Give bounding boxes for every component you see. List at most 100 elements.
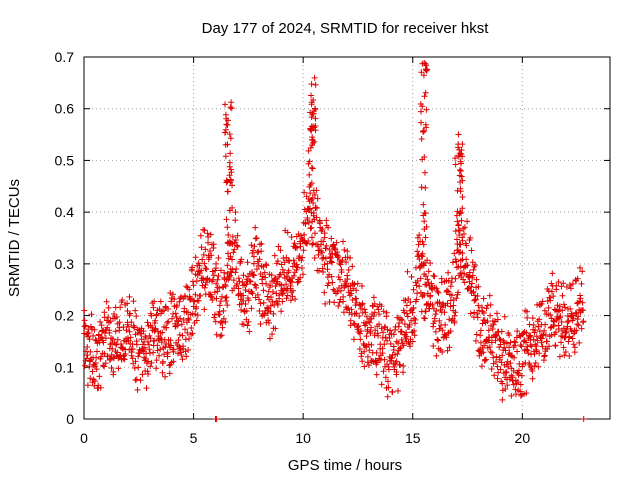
data-point [475,302,482,309]
data-point [475,283,482,290]
data-point [260,263,267,270]
data-point [457,167,464,174]
data-point [353,310,360,317]
data-point [448,292,455,299]
data-point [361,363,368,370]
data-point [272,283,279,290]
data-point [454,208,461,215]
data-point [417,108,424,115]
y-tick-label: 0.7 [55,49,75,65]
data-point [487,322,494,329]
y-tick-label: 0.5 [55,152,75,168]
data-point [246,277,253,284]
data-point [493,353,500,360]
data-point [471,297,478,304]
data-point [126,293,133,300]
data-point [215,255,222,262]
data-point [297,274,304,281]
data-point [539,343,546,350]
data-point [418,136,425,143]
data-point [506,332,513,339]
data-point [493,358,500,365]
data-point [417,275,424,282]
data-point [427,260,434,267]
data-point [439,349,446,356]
data-point [541,353,548,360]
data-point [287,278,294,285]
data-point [494,310,501,317]
data-point [98,322,105,329]
data-point [516,332,523,339]
data-point [354,280,361,287]
data-point [347,317,354,324]
data-point [165,318,172,325]
data-point [424,276,431,283]
data-point [343,280,350,287]
data-point [219,324,226,331]
data-point [452,275,459,282]
data-point [185,316,192,323]
data-point [263,262,270,269]
data-point [144,319,151,326]
data-point [172,323,179,330]
data-point [308,164,315,171]
data-point [178,352,185,359]
data-point [578,325,585,332]
data-point [451,250,458,257]
data-point [563,329,570,336]
data-point [224,262,231,269]
data-point [345,267,352,274]
data-point [229,256,236,263]
data-point [328,273,335,280]
data-point [328,258,335,265]
data-point [292,296,299,303]
data-point [393,338,400,345]
data-point [542,321,549,328]
data-point [299,254,306,261]
data-point [501,313,508,320]
data-point [145,358,152,365]
data-point [500,338,507,345]
data-point [217,333,224,340]
data-point [212,318,219,325]
data-point [523,346,530,353]
data-point [378,381,385,388]
data-point [248,305,255,312]
data-point [539,298,546,305]
data-point [156,352,163,359]
data-point [403,302,410,309]
data-point [86,363,93,370]
data-point [398,329,405,336]
data-point [217,267,224,274]
data-point [493,332,500,339]
data-point [231,246,238,253]
data-point [245,297,252,304]
data-point [532,359,539,366]
data-point [95,331,102,338]
data-point [250,260,257,267]
data-point [222,153,229,160]
x-tick-label: 5 [190,430,198,446]
data-point [545,288,552,295]
data-point [128,352,135,359]
data-point [499,352,506,359]
data-point [502,368,509,375]
data-point [256,241,263,248]
data-point [120,355,127,362]
data-point [179,356,186,363]
data-point [310,137,317,144]
data-point [254,291,261,298]
data-point [457,241,464,248]
data-point [490,354,497,361]
data-point [323,217,330,224]
data-point [335,303,342,310]
data-point [307,190,314,197]
data-point [102,360,109,367]
data-point [503,340,510,347]
data-point [370,313,377,320]
data-point [180,316,187,323]
data-point [226,131,233,138]
data-point [511,354,518,361]
data-point [260,287,267,294]
data-point [560,301,567,308]
